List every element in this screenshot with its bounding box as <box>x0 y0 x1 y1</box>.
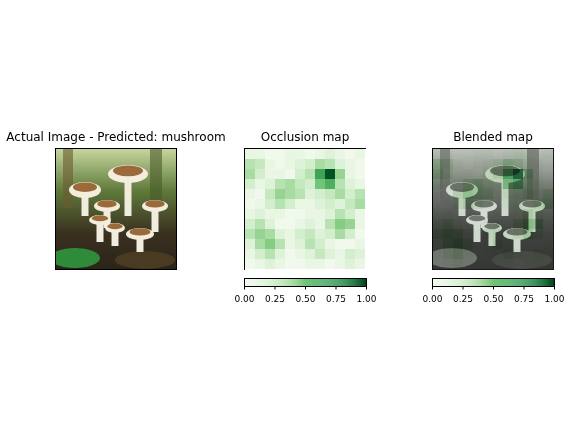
svg-text:0.50: 0.50 <box>295 294 315 304</box>
svg-text:0.25: 0.25 <box>265 294 285 304</box>
svg-text:1.00: 1.00 <box>356 294 376 304</box>
svg-text:0.25: 0.25 <box>453 294 473 304</box>
svg-text:0.50: 0.50 <box>483 294 503 304</box>
svg-text:0.00: 0.00 <box>234 294 254 304</box>
svg-text:0.00: 0.00 <box>422 294 442 304</box>
html-text:Occlusion map: Occlusion map <box>260 130 350 144</box>
svg-text:1.00: 1.00 <box>544 294 564 304</box>
html-text:Actual Image - Predicted: mush: Actual Image - Predicted: mushroom <box>6 130 226 144</box>
svg-text:0.75: 0.75 <box>326 294 346 304</box>
svg-text:0.75: 0.75 <box>514 294 534 304</box>
html-text:Blended map: Blended map <box>453 130 533 144</box>
